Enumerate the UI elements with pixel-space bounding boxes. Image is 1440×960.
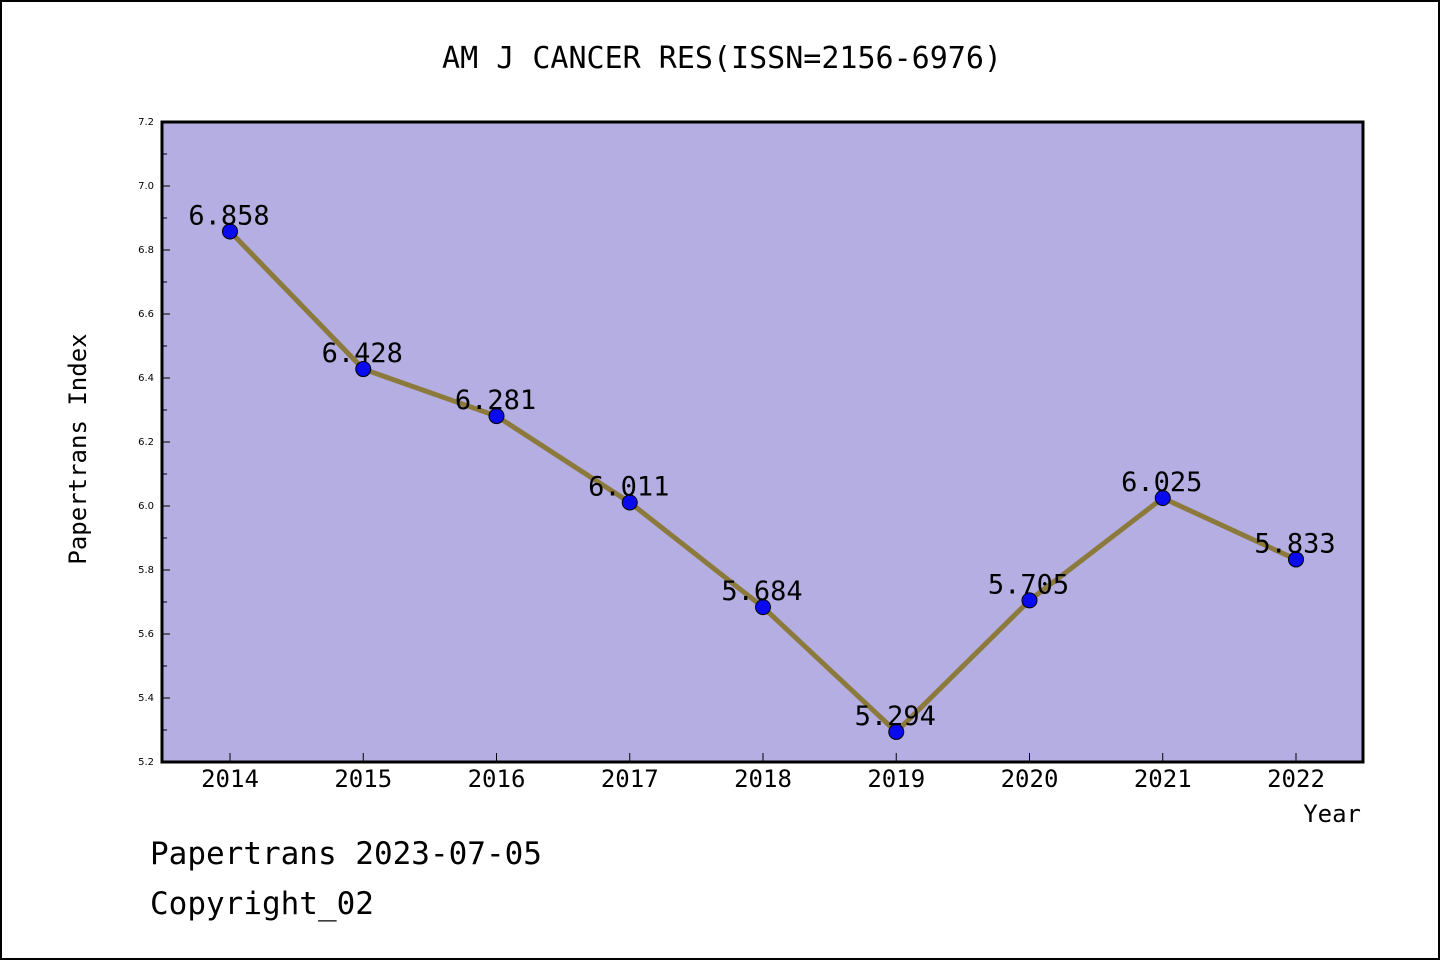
x-tick-label: 2022 — [1267, 765, 1325, 793]
data-point — [1288, 551, 1304, 568]
y-tick-label: 5.6 — [138, 629, 154, 640]
data-point — [1154, 490, 1171, 506]
x-axis-title: Year — [1303, 800, 1361, 828]
data-label: 6.025 — [1121, 467, 1202, 498]
chart-title: AM J CANCER RES(ISSN=2156-6976) — [442, 41, 1002, 76]
y-tick-label: 7.0 — [138, 181, 154, 192]
series-layer — [222, 223, 1304, 740]
data-label-layer: 6.858 6.428 6.281 6.011 5.684 5.294 5.705 6.025… — [188, 200, 1335, 731]
y-tick-label: 6.2 — [138, 437, 154, 448]
data-point — [888, 723, 905, 740]
x-tick-label: 2014 — [201, 765, 259, 793]
y-tick-label: 6.6 — [138, 309, 154, 320]
data-label: 6.281 — [455, 385, 536, 416]
y-axis: 5.2 5.4 5.6 5.8 6.0 6.2 6.4 6.6 6.8 7.0 7.2 — [138, 117, 170, 768]
y-tick-label: 6.4 — [138, 373, 154, 384]
data-point — [488, 408, 505, 425]
y-tick-label: 5.8 — [138, 565, 154, 576]
y-tick-label: 6.8 — [138, 245, 154, 256]
data-label: 5.684 — [721, 576, 802, 607]
y-tick-label: 7.2 — [138, 117, 154, 128]
y-tick-label: 5.4 — [138, 693, 154, 704]
data-label: 6.858 — [188, 200, 269, 231]
data-label: 6.011 — [588, 471, 669, 502]
y-tick-label: 5.2 — [138, 757, 154, 768]
y-axis-title: Papertrans Index — [64, 333, 92, 564]
data-label: 5.294 — [855, 701, 936, 732]
x-tick-label: 2018 — [734, 765, 792, 793]
x-tick-label: 2021 — [1134, 765, 1192, 793]
x-tick-label: 2017 — [601, 765, 659, 793]
x-tick-label: 2016 — [468, 765, 526, 793]
footer-date: Papertrans 2023-07-05 — [150, 836, 542, 872]
data-point — [222, 223, 238, 240]
x-tick-label: 2020 — [1001, 765, 1059, 793]
data-label: 5.833 — [1254, 528, 1335, 559]
data-point — [755, 599, 771, 616]
footer-copyright: Copyright_02 — [150, 886, 374, 922]
data-point — [355, 361, 372, 378]
x-axis: 2014 2015 2016 2017 2018 2019 2020 2021 2022 — [201, 753, 1325, 793]
data-point — [621, 494, 638, 511]
data-label: 5.705 — [988, 569, 1069, 600]
x-tick-label: 2019 — [867, 765, 925, 793]
plot-area — [160, 120, 1365, 764]
x-tick-label: 2015 — [334, 765, 392, 793]
y-tick-label: 6.0 — [138, 501, 154, 512]
data-point — [1021, 592, 1038, 609]
data-label: 6.428 — [322, 338, 403, 369]
